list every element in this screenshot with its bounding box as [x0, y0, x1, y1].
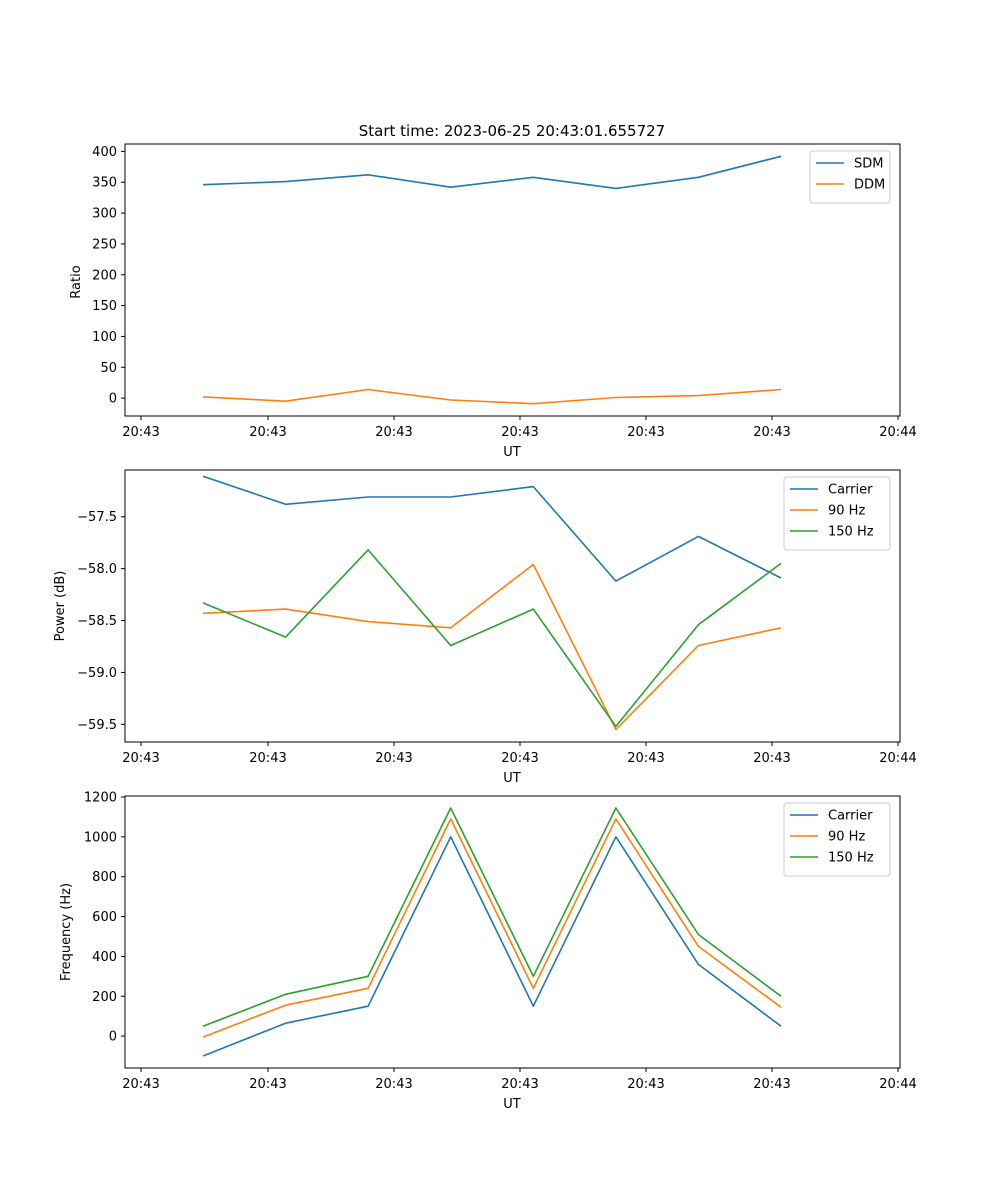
y-tick-label: −58.5	[77, 614, 117, 629]
x-tick-label: 20:43	[627, 751, 664, 766]
y-axis-label: Frequency (Hz)	[59, 883, 74, 981]
y-tick-label: 400	[92, 950, 117, 965]
y-tick-label: 0	[109, 392, 117, 407]
y-tick-label: 300	[92, 207, 117, 222]
plot-frame	[124, 469, 901, 743]
y-tick-label: 250	[92, 237, 117, 252]
x-tick-label: 20:43	[753, 425, 790, 440]
y-axis-label: Ratio	[69, 265, 84, 298]
legend-label: SDM	[854, 157, 883, 172]
series-line-150-hz	[202, 549, 782, 728]
y-tick-label: 200	[92, 990, 117, 1005]
x-tick-label: 20:43	[249, 425, 286, 440]
legend-label: DDM	[854, 178, 885, 193]
series-line-carrier	[202, 475, 782, 582]
legend-label: 150 Hz	[828, 851, 874, 866]
x-tick-label: 20:43	[375, 425, 412, 440]
x-tick-label: 20:43	[753, 751, 790, 766]
series-line-sdm	[202, 155, 782, 190]
y-tick-label: 0	[109, 1030, 117, 1045]
x-tick-label: 20:43	[122, 751, 159, 766]
x-axis-label: UT	[503, 771, 521, 786]
y-tick-label: 100	[92, 330, 117, 345]
legend-label: 90 Hz	[828, 504, 865, 519]
series-line-90-hz	[202, 563, 782, 731]
x-tick-label: 20:43	[375, 1077, 412, 1092]
series-line-90-hz	[202, 818, 782, 1038]
x-tick-label: 20:43	[375, 751, 412, 766]
x-tick-label: 20:44	[879, 751, 916, 766]
legend-box	[809, 150, 891, 204]
y-tick-label: −59.0	[77, 666, 117, 681]
y-tick-label: −59.5	[77, 718, 117, 733]
x-tick-label: 20:43	[249, 751, 286, 766]
y-tick-label: −57.5	[77, 510, 117, 525]
x-axis-label: UT	[503, 1097, 521, 1112]
ratio-panel: UT Ratio 20:43 20:43 20:43 20:43 20:43 20:43 2…	[69, 143, 917, 460]
legend-label: Carrier	[828, 809, 873, 824]
legend: SDM DDM	[809, 150, 891, 204]
y-tick-label: 50	[100, 361, 117, 376]
x-tick-label: 20:43	[501, 425, 538, 440]
y-tick-label: −58.0	[77, 562, 117, 577]
x-tick-label: 20:43	[122, 1077, 159, 1092]
y-tick-label: 800	[92, 870, 117, 885]
plot-frame	[124, 143, 901, 417]
y-tick-label: 1000	[84, 830, 117, 845]
y-axis-label: Power (dB)	[53, 571, 68, 642]
x-tick-label: 20:43	[627, 1077, 664, 1092]
plot-frame	[124, 795, 901, 1069]
y-tick-label: 200	[92, 268, 117, 283]
legend-label: 90 Hz	[828, 830, 865, 845]
y-tick-label: 400	[92, 145, 117, 160]
x-tick-label: 20:43	[501, 1077, 538, 1092]
legend: Carrier 90 Hz 150 Hz	[783, 476, 891, 551]
x-tick-label: 20:43	[501, 751, 538, 766]
series-line-carrier	[202, 835, 782, 1057]
legend-label: 150 Hz	[828, 525, 874, 540]
series-line-150-hz	[202, 807, 782, 1027]
legend: Carrier 90 Hz 150 Hz	[783, 802, 891, 877]
y-tick-label: 150	[92, 299, 117, 314]
series-line-ddm	[202, 388, 782, 405]
legend-label: Carrier	[828, 483, 873, 498]
x-tick-label: 20:43	[122, 425, 159, 440]
y-tick-label: 350	[92, 176, 117, 191]
x-tick-label: 20:44	[879, 1077, 916, 1092]
y-tick-label: 1200	[84, 790, 117, 805]
chart-title: Start time: 2023-06-25 20:43:01.655727	[359, 122, 665, 140]
power-panel: UT Power (dB) 20:43 20:43 20:43 20:43 20:43 2…	[53, 469, 917, 786]
x-tick-label: 20:43	[627, 425, 664, 440]
x-tick-label: 20:44	[879, 425, 916, 440]
y-tick-label: 600	[92, 910, 117, 925]
frequency-panel: UT Frequency (Hz) 20:43 20:43 20:43 20:43 20…	[59, 790, 917, 1112]
x-tick-label: 20:43	[249, 1077, 286, 1092]
x-tick-label: 20:43	[753, 1077, 790, 1092]
x-axis-label: UT	[503, 445, 521, 460]
